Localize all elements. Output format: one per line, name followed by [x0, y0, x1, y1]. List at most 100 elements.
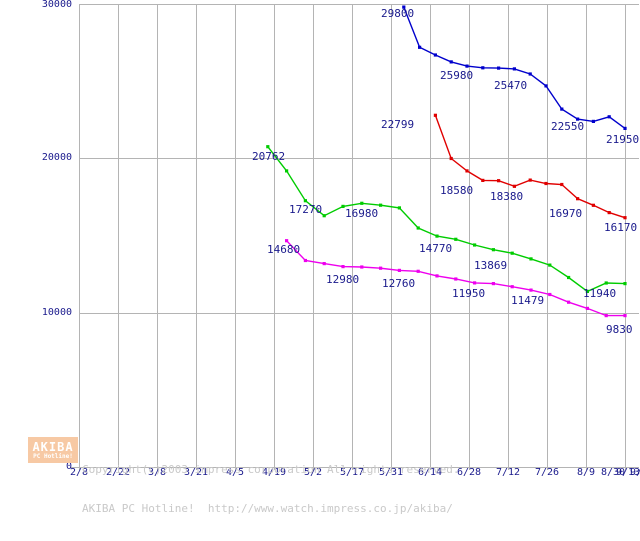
blue-series-marker	[623, 126, 627, 130]
value-label-blue-25470: 25470	[494, 79, 528, 92]
green-series	[266, 145, 627, 293]
series-layer	[266, 5, 627, 318]
red-series-marker	[497, 179, 501, 183]
magenta-series-marker	[303, 258, 307, 263]
green-series-marker	[623, 282, 627, 286]
magenta-series-marker	[529, 288, 533, 292]
green-series-marker	[285, 169, 289, 173]
magenta-series-marker	[435, 274, 439, 278]
blue-series-marker	[512, 67, 516, 71]
value-label-magenta-14680: 14680	[267, 243, 301, 256]
x-tick-1: 2/22	[105, 467, 131, 478]
value-label-blue-25980: 25980	[440, 69, 474, 82]
red-series	[433, 113, 627, 220]
magenta-series-marker	[473, 281, 477, 285]
value-label-green-11940: 11940	[583, 287, 617, 300]
y-tick-0: 0	[65, 461, 72, 472]
x-tick-16: 9/20	[629, 467, 640, 478]
green-series-marker	[473, 243, 477, 247]
value-label-green-14770: 14770	[419, 242, 453, 255]
x-tick-12: 7/26	[534, 467, 560, 478]
green-series-marker	[491, 248, 495, 252]
x-tick-13: 8/9	[576, 467, 596, 478]
value-label-blue-21950: 21950	[606, 133, 640, 146]
magenta-series-marker	[454, 277, 458, 281]
blue-series-marker	[591, 119, 595, 123]
magenta-series-marker	[397, 268, 401, 272]
magenta-series-marker	[285, 239, 289, 243]
x-tick-0: 2/8	[69, 467, 89, 478]
x-tick-11: 7/12	[495, 467, 521, 478]
y-tick-10000: 10000	[41, 307, 72, 318]
value-label-magenta-12760: 12760	[382, 277, 416, 290]
blue-series-marker	[560, 107, 564, 111]
value-label-magenta-9830: 9830	[606, 323, 633, 336]
y-tick-20000: 20000	[41, 152, 72, 163]
magenta-series-marker	[548, 292, 552, 297]
x-tick-10: 6/28	[456, 467, 482, 478]
green-series-marker	[567, 275, 571, 280]
green-series-marker	[360, 201, 364, 205]
magenta-series-marker	[604, 314, 608, 318]
magenta-series-marker	[491, 282, 495, 286]
value-label-red-16170: 16170	[604, 221, 638, 234]
blue-series-marker	[576, 117, 580, 121]
blue-series-marker	[544, 84, 548, 88]
x-tick-9: 6/14	[417, 467, 443, 478]
green-series-marker	[303, 199, 307, 203]
value-label-red-22799: 22799	[381, 118, 415, 131]
blue-series	[402, 5, 627, 130]
green-series-marker	[379, 203, 383, 207]
green-series-marker	[548, 263, 552, 267]
blue-series-marker	[418, 45, 422, 49]
magenta-series	[285, 239, 627, 318]
red-series-line	[434, 115, 626, 219]
x-tick-5: 4/19	[261, 467, 287, 478]
value-label-green-13869: 13869	[474, 259, 508, 272]
red-series-marker	[449, 156, 453, 161]
green-series-marker	[510, 251, 514, 255]
horizontal-gridlines	[70, 4, 639, 468]
magenta-series-marker	[623, 314, 627, 318]
red-series-marker	[433, 113, 437, 117]
value-label-magenta-11479: 11479	[511, 294, 545, 307]
value-label-green-16980: 16980	[345, 207, 379, 220]
magenta-series-marker	[341, 265, 345, 269]
green-series-marker	[322, 214, 326, 218]
red-series-marker	[481, 178, 485, 182]
credit-line-2: AKIBA PC Hotline! http://www.watch.impre…	[82, 502, 453, 515]
x-tick-14: 8/30	[600, 467, 626, 478]
green-series-marker	[454, 237, 458, 241]
green-series-marker	[416, 226, 420, 230]
value-label-red-18380: 18380	[490, 190, 524, 203]
blue-series-marker	[528, 72, 532, 76]
x-tick-6: 5/2	[303, 467, 323, 478]
red-series-marker	[591, 203, 595, 207]
value-label-magenta-11950: 11950	[452, 287, 486, 300]
red-series-marker	[544, 181, 548, 186]
y-tick-30000: 30000	[41, 0, 72, 10]
magenta-series-marker	[360, 265, 364, 269]
x-tick-2: 3/8	[147, 467, 167, 478]
red-series-marker	[528, 178, 532, 182]
value-label-green-20762: 20762	[252, 150, 286, 163]
magenta-series-marker	[567, 300, 571, 304]
vertical-gridlines	[79, 4, 626, 470]
x-tick-15: 9/13	[615, 467, 640, 478]
value-label-red-16970: 16970	[549, 207, 583, 220]
blue-series-marker	[497, 66, 501, 70]
blue-series-marker	[449, 60, 453, 64]
green-series-marker	[341, 204, 345, 208]
value-label-magenta-12980: 12980	[326, 273, 360, 286]
green-series-marker	[435, 234, 439, 238]
blue-series-marker	[607, 115, 611, 119]
chart-plot-area	[70, 4, 639, 470]
green-series-line	[267, 146, 626, 293]
red-series-marker	[607, 211, 611, 215]
green-series-marker	[266, 145, 270, 149]
x-tick-3: 3/21	[183, 467, 209, 478]
green-series-marker	[529, 257, 533, 261]
green-series-marker	[397, 206, 401, 210]
value-label-red-18580: 18580	[440, 184, 474, 197]
x-tick-8: 5/31	[378, 467, 404, 478]
